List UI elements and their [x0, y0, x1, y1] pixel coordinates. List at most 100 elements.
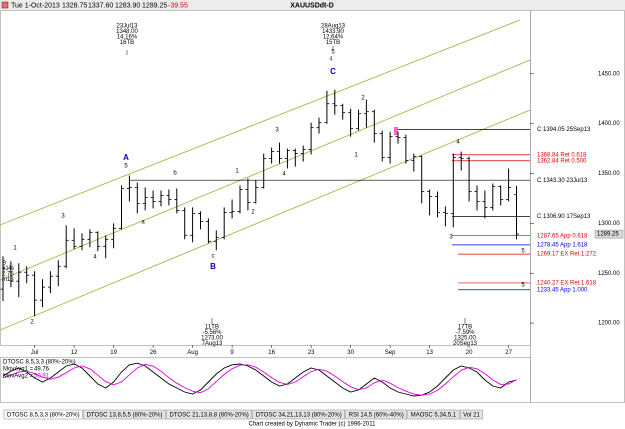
wave-label: C [330, 67, 336, 76]
channel-line [0, 59, 531, 281]
x-tick-label: 16 [268, 350, 275, 356]
header-bar [0, 0, 625, 10]
note-text: 11TB [205, 325, 219, 331]
level-label: C 1394.05 25Sep13 [537, 127, 591, 133]
wave-label: 4 [93, 255, 97, 261]
wave-label: 2 [361, 96, 365, 102]
legend-label: MovAvg1 = [3, 367, 34, 373]
tab-bar: DTOSC 8,5,3,3 (80%-20%) DTOSC 13,8,5,5 (8… [3, 409, 484, 420]
header-open: 1328.75 [62, 2, 87, 9]
x-tick-label: 12 [71, 350, 78, 356]
wave-label: 4 [282, 172, 286, 178]
wave-label: A [123, 153, 129, 162]
y-tick-label: 1450.00 [598, 71, 620, 77]
x-tick-label: 9 [230, 350, 234, 356]
wave-label: 1 [235, 169, 239, 175]
level-label: 1269.17 EX Ret 1.272 [537, 252, 597, 258]
note-text: -7.59% [455, 330, 475, 336]
x-tick-label: 26 [150, 350, 157, 356]
wave-label: 3 [275, 128, 279, 134]
chart-title: XAUUSDdt-D [290, 2, 334, 9]
x-tick-label: 27 [505, 350, 512, 356]
note-text: m13 [2, 277, 14, 283]
wave-label: 1 [354, 153, 358, 159]
level-label: 1368.84 Ret 0.618 [537, 152, 587, 158]
tab[interactable] [252, 409, 345, 420]
tab[interactable] [345, 409, 408, 420]
tab-label: DTOSC 8,5,3,3 (80%-20%) [7, 412, 80, 418]
wave-label: 3 [449, 235, 453, 241]
tab[interactable] [3, 409, 83, 420]
wave-label: a [141, 220, 145, 226]
note-text: 14.16% [117, 35, 138, 41]
x-tick-label: 19 [110, 350, 117, 356]
wave-label: 2 [30, 320, 34, 326]
wave-label: 5 [331, 50, 335, 56]
osc-line [2, 362, 517, 397]
tab-label: RSI 14,5 (60%-40%) [349, 412, 404, 418]
x-tick-label: 23 [308, 350, 315, 356]
y-tick-label: 1350.00 [598, 171, 620, 177]
x-tick-label: Jul [31, 350, 39, 356]
x-tick-label: 20 [466, 350, 473, 356]
tab[interactable] [407, 409, 460, 420]
tab[interactable] [83, 409, 166, 420]
header-date: Tue 1-Oct-2013 [11, 2, 60, 9]
tab-label: MAOSC 5,34,5,1 [411, 412, 457, 418]
tab[interactable] [166, 409, 253, 420]
wave-label: 1 [13, 246, 17, 252]
note-text: -5.56% [202, 330, 222, 336]
wave-label: 5 [521, 249, 525, 255]
level-label: 1278.45 App 1.618 [537, 242, 588, 248]
level-label: 1240.27 EX Ret 1.618 [537, 280, 597, 286]
last-price: 1289.25 [597, 232, 619, 238]
y-tick-label: 1250.00 [598, 271, 620, 277]
tab-label: DTOSC 21,13,8,8 (80%-20%) [170, 412, 249, 418]
last-price-box [594, 229, 624, 239]
tab-label: Vol 21 [463, 412, 480, 418]
x-tick-label: Aug [187, 350, 198, 356]
note-text: B [2, 261, 6, 267]
channel [0, 19, 531, 331]
wave-label: 5 [521, 283, 525, 289]
wave-label: 4 [456, 140, 460, 146]
header-low: 1283.90 [115, 2, 140, 9]
legend-label: MovAvg2 = [3, 374, 34, 380]
note-text: 7Aug13 [202, 341, 223, 347]
wave-label: c [212, 254, 215, 260]
x-tick-label: 30 [347, 350, 354, 356]
wave-label: b [173, 171, 177, 177]
note-text: 2.75 [2, 272, 14, 278]
level-label: 1287.65 App 0.618 [537, 233, 588, 239]
y-tick-label: 1200.00 [598, 321, 620, 327]
note-text: 61% [2, 266, 15, 272]
wave-label: B [210, 262, 216, 271]
note-text: 1348.00 [116, 29, 138, 35]
tab-label: DTOSC 13,8,5,5 (80%-20%) [87, 412, 163, 418]
osc-line [2, 363, 517, 396]
note-text: 23Jul13 [116, 24, 138, 30]
legend-value: 49.76 [34, 367, 50, 373]
wave-label: 5 [124, 164, 128, 170]
note-text: 16TB [120, 40, 134, 46]
x-tick-label: Sep [385, 350, 396, 356]
color-icon [1, 1, 9, 9]
footer: Chart created by Dynamic Trader (c) 1996… [249, 422, 377, 428]
tab-label: DTOSC 34,21,13,13 (80%-20%) [256, 412, 342, 418]
level-label: 1233.45 App 1.000 [537, 287, 588, 293]
header-close: 1289.25 [142, 2, 167, 9]
header-high: 1337.60 [88, 2, 113, 9]
channel-line [0, 19, 521, 226]
header-change: -39.55 [168, 2, 188, 9]
note-text: 1325.00 [454, 336, 476, 342]
y-tick-label: 1300.00 [598, 221, 620, 227]
note-text: 17TB [458, 325, 472, 331]
tab[interactable] [459, 409, 484, 420]
level-label: C 1306.90 17Sep13 [537, 214, 591, 220]
osc-title: DTOSC 8,5,3,3 (80%-20%) [3, 360, 76, 366]
legend-value: 50.91 [34, 374, 50, 380]
level-label: 1362.84 Ret 0.500 [537, 158, 587, 164]
wave-label: 4 [329, 57, 333, 63]
